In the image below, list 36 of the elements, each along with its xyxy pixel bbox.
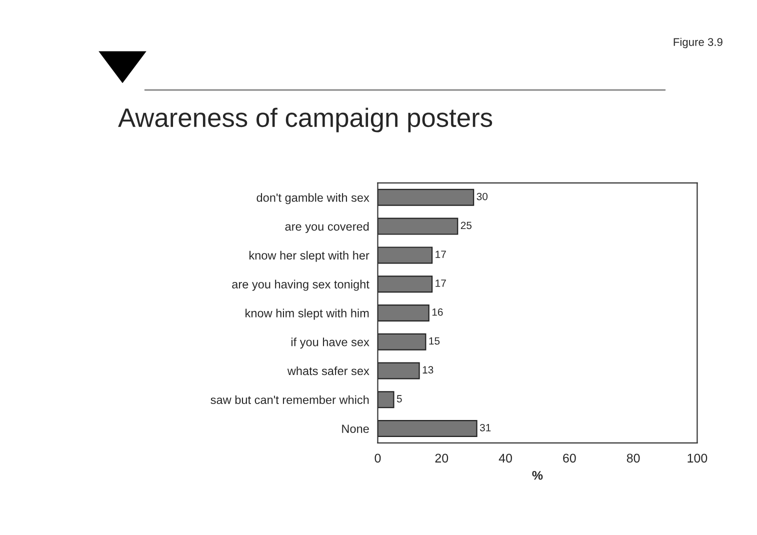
data-label: 30 <box>476 192 488 200</box>
bar <box>378 391 394 408</box>
bar <box>378 420 478 438</box>
data-label: 16 <box>432 308 443 316</box>
data-label: 17 <box>436 280 446 287</box>
y-tick-label: don't gamble with sex <box>256 193 370 204</box>
bar <box>378 333 426 350</box>
x-tick-label: 40 <box>498 454 512 463</box>
data-label: 5 <box>396 395 402 402</box>
y-tick-label: know him slept with him <box>246 308 369 320</box>
y-tick-label: if you have sex <box>291 338 370 349</box>
x-tick-label: 20 <box>435 454 448 463</box>
bar <box>378 276 433 293</box>
y-tick-label: whats safer sex <box>287 366 370 376</box>
x-tick-label: 0 <box>374 454 381 463</box>
chart-title: Awareness of campaign posters <box>118 108 492 132</box>
data-label: 25 <box>460 222 472 230</box>
y-tick-label: know her slept with her <box>249 250 370 262</box>
data-label: 17 <box>436 250 446 258</box>
bar <box>378 246 433 264</box>
data-label: 15 <box>429 337 440 345</box>
y-tick-label: None <box>342 424 369 433</box>
y-tick-label: are you covered <box>285 222 369 234</box>
data-label: 31 <box>480 424 491 432</box>
bar <box>378 304 430 322</box>
data-label: 13 <box>422 366 434 374</box>
bar <box>378 362 420 380</box>
y-tick-label: saw but can't remember which <box>210 395 369 404</box>
x-tick-label: 60 <box>563 454 576 463</box>
bar <box>378 188 474 206</box>
bar <box>378 218 458 235</box>
caption: Figure 3.9 <box>674 38 722 48</box>
x-tick-label: 100 <box>688 454 708 463</box>
y-tick-label: are you having sex tonight <box>232 280 370 291</box>
x-tick-label: 80 <box>626 454 640 463</box>
x-axis-title: % <box>532 470 543 480</box>
